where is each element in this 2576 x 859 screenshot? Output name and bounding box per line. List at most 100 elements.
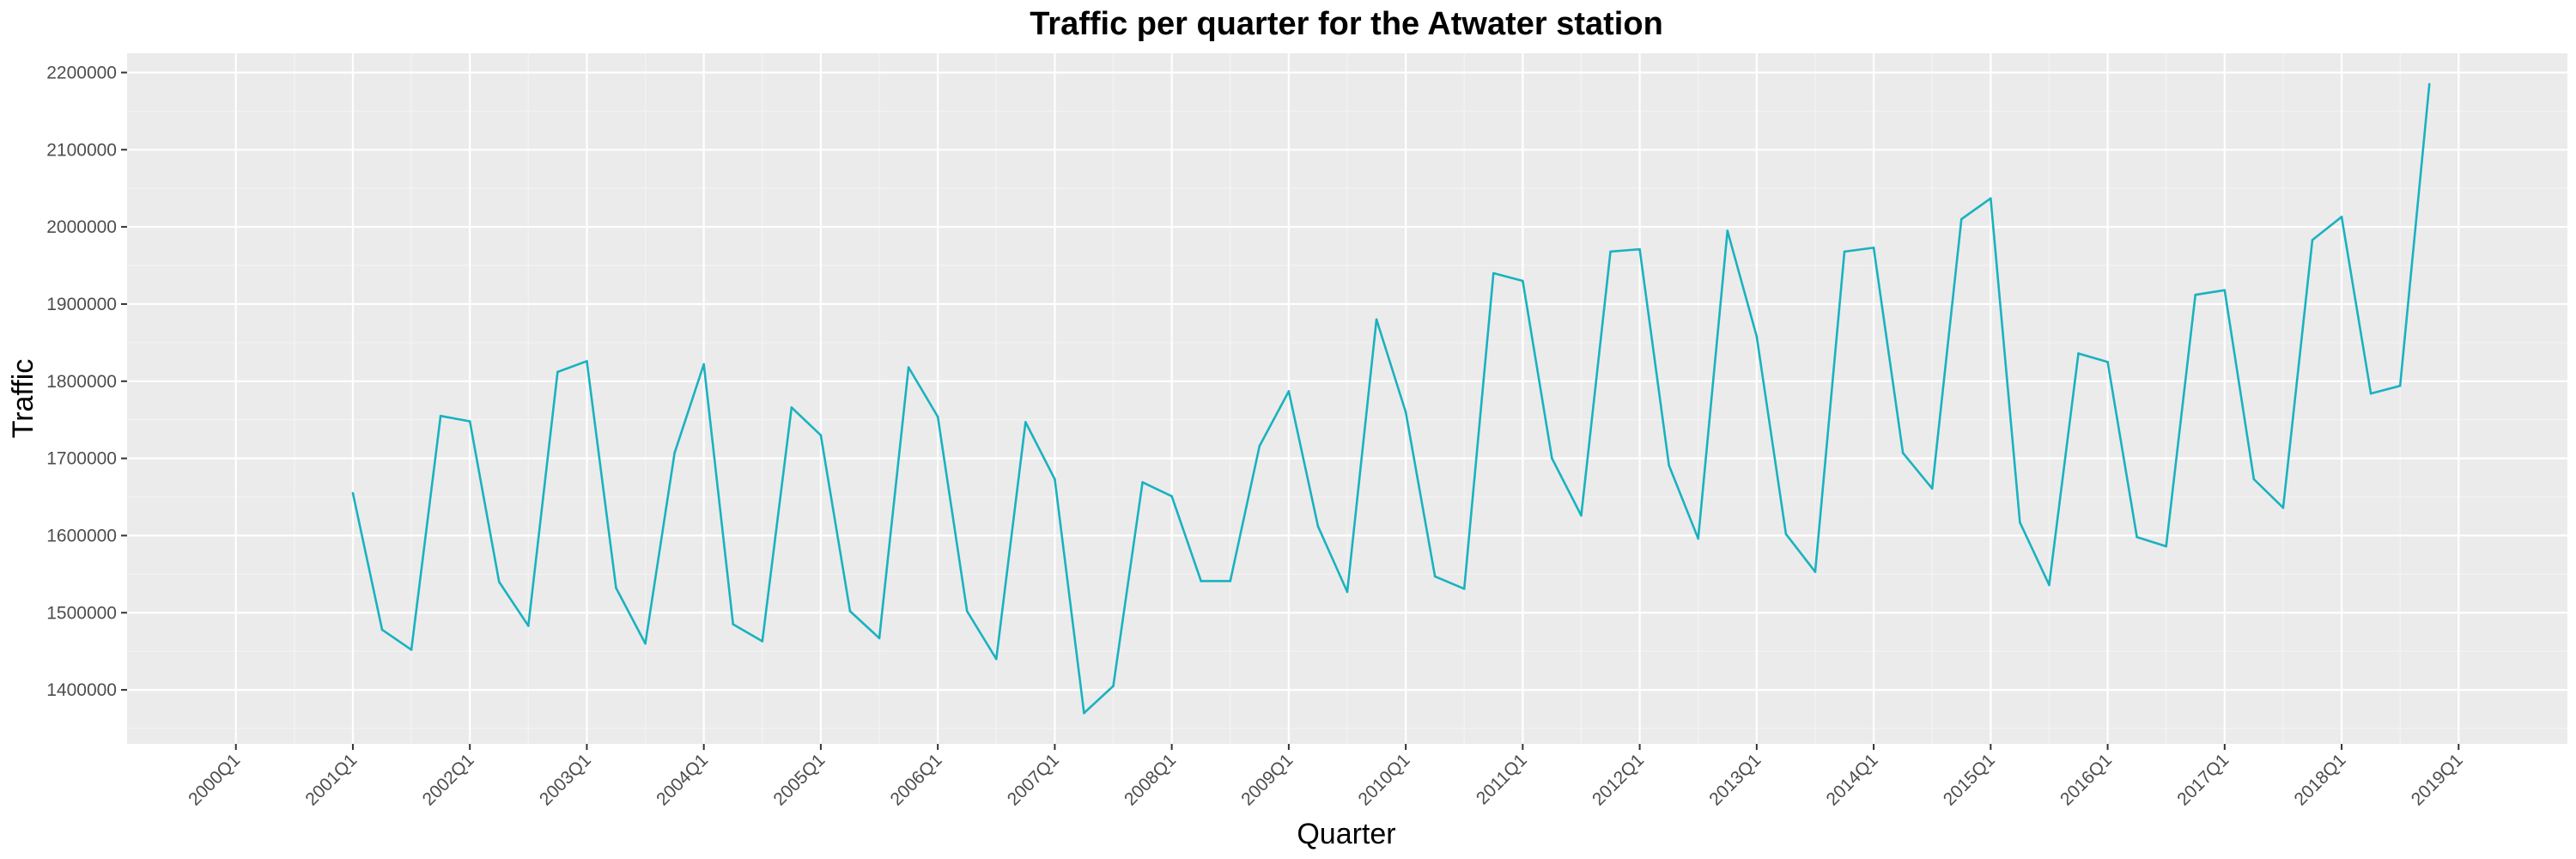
data-point: [1316, 525, 1320, 527]
data-point: [1229, 580, 1232, 582]
data-point: [1872, 247, 1875, 249]
data-point: [1492, 271, 1495, 275]
data-point: [1930, 487, 1934, 490]
data-point: [2427, 82, 2431, 86]
data-point: [2311, 239, 2314, 241]
data-point: [1784, 533, 1788, 535]
data-point: [965, 610, 969, 612]
y-tick-label: 1700000: [46, 449, 117, 469]
data-point: [1580, 514, 1583, 517]
data-point: [351, 491, 355, 495]
data-point: [907, 366, 910, 369]
data-point: [380, 628, 384, 631]
data-point: [527, 624, 530, 627]
data-point: [936, 415, 939, 418]
x-tick-label: 2005Q1: [769, 750, 829, 809]
x-tick-label: 2018Q1: [2290, 750, 2349, 809]
data-point: [1170, 495, 1173, 497]
x-tick-label: 2008Q1: [1121, 750, 1180, 809]
data-point: [556, 370, 559, 374]
data-point: [497, 581, 501, 583]
x-tick-label: 2004Q1: [653, 750, 712, 809]
x-tick-label: 2016Q1: [2057, 750, 2116, 809]
data-point: [439, 414, 442, 417]
data-point: [1054, 478, 1056, 481]
data-point: [410, 649, 413, 651]
x-tick-label: 2010Q1: [1355, 750, 1414, 809]
y-tick-label: 2000000: [46, 217, 117, 237]
y-tick-label: 1600000: [46, 526, 117, 545]
x-tick-label: 2019Q1: [2408, 750, 2467, 809]
x-axis: 2000Q1 2001Q1 2002Q1 2003Q1 2004Q1 2005Q1 2006…: [185, 744, 2467, 809]
x-tick-label: 2001Q1: [301, 750, 361, 809]
data-point: [2398, 384, 2402, 387]
data-point: [2340, 216, 2343, 218]
data-point: [761, 640, 764, 643]
data-point: [468, 420, 471, 423]
data-point: [673, 452, 676, 454]
chart-title: Traffic per quarter for the Atwater stat…: [1030, 6, 1663, 42]
x-tick-label: 2017Q1: [2173, 750, 2233, 809]
data-point: [1404, 411, 1407, 414]
data-point: [790, 406, 793, 409]
data-point: [1200, 580, 1202, 582]
data-point: [848, 610, 852, 612]
data-point: [1462, 588, 1466, 590]
data-point: [878, 637, 881, 640]
data-point: [2281, 506, 2285, 509]
data-point: [2106, 361, 2109, 363]
x-tick-label: 2012Q1: [1589, 750, 1648, 809]
x-axis-title: Quarter: [1297, 818, 1395, 850]
y-tick-label: 1500000: [46, 603, 117, 623]
series-line: [351, 83, 2431, 715]
data-point: [702, 362, 705, 366]
x-tick-label: 2003Q1: [536, 750, 595, 809]
data-point: [2165, 545, 2167, 548]
data-point: [1258, 444, 1261, 448]
x-tick-label: 2009Q1: [1237, 750, 1297, 809]
data-point: [586, 360, 588, 362]
x-tick-label: 2015Q1: [1940, 750, 1999, 809]
y-axis: 1400000 1500000 1600000 1700000 1800000 19000…: [46, 63, 127, 700]
data-point: [732, 623, 735, 626]
y-tick-label: 2200000: [46, 63, 117, 82]
data-point: [1755, 335, 1759, 338]
x-tick-label: 2013Q1: [1705, 750, 1765, 809]
data-point: [1959, 217, 1963, 221]
data-point: [1287, 390, 1291, 393]
data-point: [644, 642, 647, 645]
data-point: [2223, 289, 2227, 292]
data-point: [819, 434, 823, 436]
y-tick-label: 2100000: [46, 140, 117, 160]
data-point: [2194, 293, 2197, 296]
x-tick-label: 2002Q1: [419, 750, 478, 809]
data-point: [1112, 685, 1115, 687]
x-tick-label: 2014Q1: [1823, 750, 1882, 809]
data-point: [1697, 537, 1700, 540]
data-point: [1083, 711, 1085, 715]
data-point: [1346, 590, 1349, 594]
data-point: [1609, 250, 1612, 253]
data-point: [2077, 352, 2080, 355]
data-point: [1990, 197, 1992, 200]
data-point: [1726, 229, 1729, 232]
data-point: [1668, 464, 1670, 467]
y-tick-label: 1800000: [46, 372, 117, 392]
y-tick-label: 1900000: [46, 295, 117, 314]
x-tick-label: 2006Q1: [887, 750, 946, 809]
y-axis-title: Traffic: [7, 359, 39, 439]
x-tick-label: 2000Q1: [185, 750, 244, 809]
data-point: [1522, 279, 1524, 283]
data-point: [1814, 570, 1817, 573]
data-point: [2252, 478, 2256, 481]
data-point: [2048, 583, 2050, 587]
data-point: [1024, 421, 1027, 423]
data-point: [2136, 535, 2138, 539]
x-tick-label: 2011Q1: [1473, 750, 1531, 808]
data-point: [2369, 392, 2372, 395]
data-point: [1375, 318, 1378, 321]
data-point: [2019, 521, 2021, 524]
data-point: [615, 587, 617, 589]
